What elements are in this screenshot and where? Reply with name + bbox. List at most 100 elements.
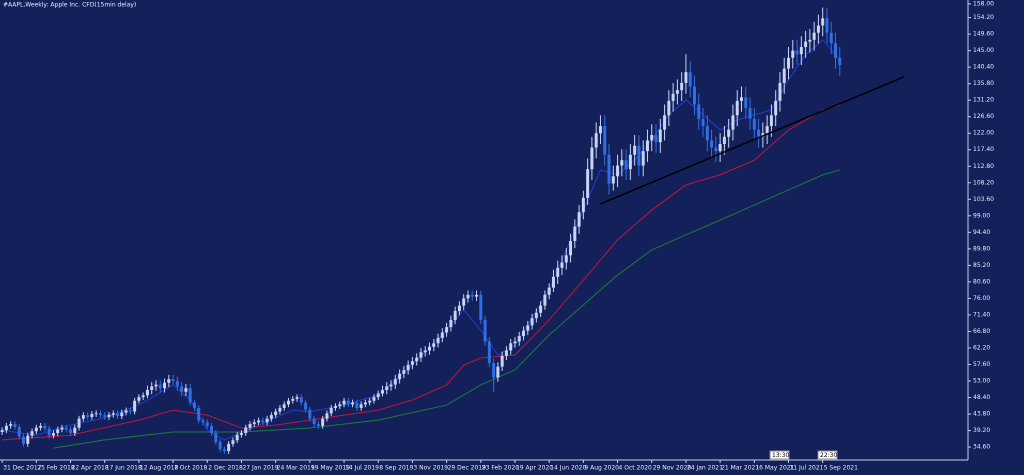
- candle-body: [616, 165, 620, 177]
- candle-body: [607, 154, 611, 184]
- candle-body: [795, 50, 799, 55]
- candle-body: [517, 336, 521, 342]
- candle-body: [69, 429, 73, 434]
- candle-body: [564, 255, 568, 263]
- candle-body: [192, 402, 196, 408]
- candle-body: [188, 388, 192, 403]
- candle-body: [81, 415, 85, 419]
- candle-body: [239, 433, 243, 435]
- candle-body: [475, 294, 479, 297]
- candle-body: [821, 18, 825, 26]
- y-tick-label: 145.00: [973, 47, 994, 54]
- candle-body: [22, 436, 26, 444]
- candle-body: [769, 115, 773, 127]
- candle-body: [252, 422, 256, 425]
- candle-body: [479, 294, 483, 320]
- candle-body: [145, 389, 149, 396]
- candle-body: [714, 147, 718, 152]
- time-box: [817, 450, 838, 460]
- candle-body: [752, 118, 756, 130]
- y-tick-label: 158.00: [973, 0, 994, 7]
- candle-body: [286, 400, 290, 405]
- candle-body: [90, 414, 94, 417]
- candle-body: [359, 404, 363, 408]
- candle-body: [428, 346, 432, 351]
- candle-body: [620, 160, 624, 166]
- y-tick-label: 34.60: [973, 444, 990, 451]
- candle-body: [504, 350, 508, 356]
- y-tick-label: 53.00: [973, 377, 990, 384]
- chart-title: #AAPL,Weekly: Apple Inc. CFD(15min delay…: [3, 2, 136, 9]
- y-tick-label: 94.40: [973, 229, 990, 236]
- candle-body: [654, 135, 658, 143]
- x-tick-label: 27 Jan 2019: [242, 465, 278, 472]
- candle-body: [556, 267, 560, 277]
- candle-body: [244, 427, 248, 434]
- candle-body: [171, 379, 175, 381]
- candle-body: [13, 424, 17, 427]
- x-tick-label: 21 Mar 2021: [721, 465, 759, 472]
- candle-body: [637, 145, 641, 166]
- x-tick-label: 12 Aug 2018: [140, 465, 179, 472]
- x-tick-label: 29 Dec 2019: [448, 465, 487, 472]
- candle-body: [163, 382, 167, 389]
- x-tick-label: 2 Dec 2018: [208, 465, 243, 472]
- candle-body: [291, 398, 295, 401]
- candle-body: [727, 129, 731, 137]
- candle-body: [210, 425, 214, 434]
- x-tick-label: 11 Jul 2021: [790, 465, 824, 472]
- candle-body: [462, 298, 466, 306]
- candle-body: [436, 337, 440, 344]
- x-tick-label: 5 Sep 2021: [824, 465, 858, 472]
- candle-body: [680, 82, 684, 91]
- candle-body: [722, 136, 726, 144]
- y-tick-label: 117.40: [973, 146, 994, 153]
- candle-body: [308, 409, 312, 419]
- candle-body: [808, 39, 812, 42]
- candle-body: [432, 343, 436, 347]
- x-tick-label: 3 Nov 2019: [413, 465, 448, 472]
- candle-body: [560, 262, 564, 268]
- candle-body: [645, 140, 649, 152]
- candle-body: [64, 427, 68, 430]
- candle-body: [333, 406, 337, 408]
- candle-body: [778, 82, 782, 101]
- x-tick-label: 16 May 2021: [755, 465, 794, 472]
- x-tick-label: 22 Apr 2018: [72, 465, 109, 472]
- candle-body: [86, 415, 90, 417]
- candle-body: [799, 47, 803, 55]
- y-tick-label: 149.60: [973, 31, 994, 38]
- candle-body: [137, 397, 141, 401]
- candle-body: [440, 332, 444, 338]
- y-tick-label: 126.60: [973, 113, 994, 120]
- candle-body: [372, 397, 376, 401]
- candle-body: [829, 32, 833, 44]
- y-tick-label: 71.40: [973, 311, 990, 318]
- y-tick-label: 85.20: [973, 262, 990, 269]
- time-box-label: 13:30: [772, 452, 789, 459]
- candle-body: [393, 379, 397, 385]
- candle-body: [269, 415, 273, 419]
- candle-body: [419, 352, 423, 358]
- candle-body: [265, 418, 269, 423]
- candle-body: [133, 400, 137, 412]
- candle-body: [782, 68, 786, 83]
- candle-body: [573, 226, 577, 241]
- candle-body: [423, 350, 427, 353]
- candle-body: [838, 57, 842, 65]
- y-tick-label: 112.80: [973, 163, 994, 170]
- candle-body: [757, 129, 761, 137]
- y-tick-label: 140.40: [973, 64, 994, 71]
- candle-body: [513, 341, 517, 344]
- candle-body: [175, 380, 179, 387]
- candle-body: [312, 418, 316, 425]
- x-tick-label: 4 Oct 2020: [619, 465, 652, 472]
- y-tick-label: 154.20: [973, 14, 994, 21]
- candle-body: [624, 160, 628, 170]
- y-tick-label: 80.60: [973, 278, 990, 285]
- candle-body: [500, 355, 504, 367]
- y-tick-label: 89.80: [973, 245, 990, 252]
- candle-body: [351, 402, 355, 405]
